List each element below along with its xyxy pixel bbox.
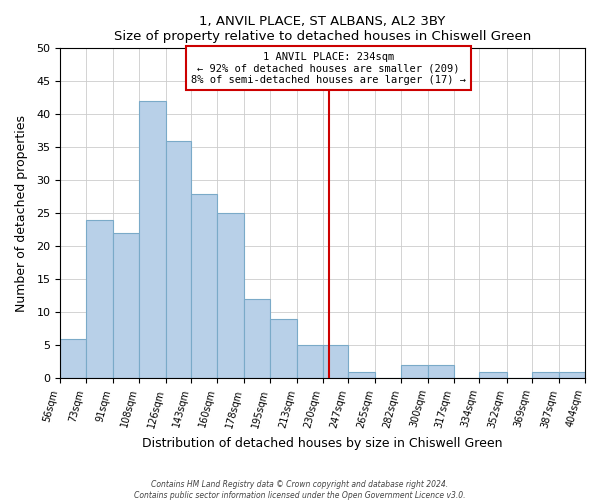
Bar <box>428 365 454 378</box>
Bar <box>532 372 559 378</box>
Y-axis label: Number of detached properties: Number of detached properties <box>15 115 28 312</box>
X-axis label: Distribution of detached houses by size in Chiswell Green: Distribution of detached houses by size … <box>142 437 503 450</box>
Text: 1 ANVIL PLACE: 234sqm
← 92% of detached houses are smaller (209)
8% of semi-deta: 1 ANVIL PLACE: 234sqm ← 92% of detached … <box>191 52 466 85</box>
Bar <box>191 194 217 378</box>
Bar <box>297 346 323 378</box>
Title: 1, ANVIL PLACE, ST ALBANS, AL2 3BY
Size of property relative to detached houses : 1, ANVIL PLACE, ST ALBANS, AL2 3BY Size … <box>114 15 531 43</box>
Bar <box>559 372 585 378</box>
Bar <box>217 214 244 378</box>
Bar <box>113 233 139 378</box>
Bar <box>348 372 376 378</box>
Bar <box>270 319 297 378</box>
Bar <box>60 338 86 378</box>
Bar <box>479 372 506 378</box>
Bar <box>323 346 348 378</box>
Bar <box>401 365 428 378</box>
Bar <box>166 140 191 378</box>
Bar <box>244 299 270 378</box>
Bar <box>139 101 166 378</box>
Text: Contains HM Land Registry data © Crown copyright and database right 2024.
Contai: Contains HM Land Registry data © Crown c… <box>134 480 466 500</box>
Bar <box>86 220 113 378</box>
